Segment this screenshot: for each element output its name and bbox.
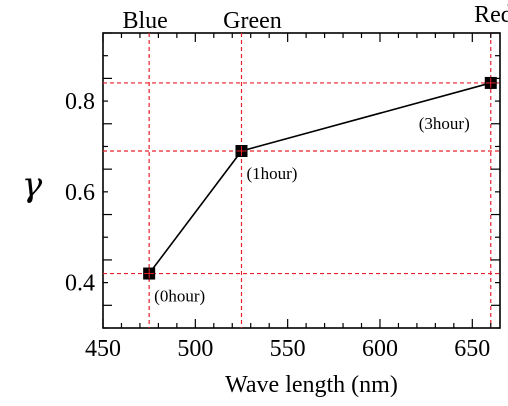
reference-lines — [103, 33, 500, 328]
color-label-blue: Blue — [122, 8, 167, 34]
series-line — [148, 82, 491, 275]
data-point-label-1: (1hour) — [246, 164, 297, 183]
x-tick-label-3: 600 — [362, 336, 398, 362]
y-tick-label-1: 0.6 — [65, 180, 95, 206]
color-label-green: Green — [223, 8, 282, 34]
axis-ticks: 450 500 550 600 650 0.4 0.6 0.8 — [65, 32, 500, 362]
x-tick-label-0: 450 — [85, 336, 121, 362]
x-axis-label: Wave length (nm) — [225, 372, 398, 398]
x-tick-label-1: 500 — [177, 336, 213, 362]
color-label-red: Red — [474, 2, 508, 28]
plot-frame — [102, 32, 501, 329]
chart-labels: Blue Green Red Wave length (nm) γ — [22, 2, 508, 398]
y-tick-label-2: 0.8 — [65, 89, 95, 115]
x-tick-label-4: 650 — [454, 336, 490, 362]
x-tick-label-2: 550 — [270, 336, 306, 362]
data-point-label-2: (3hour) — [419, 114, 470, 133]
data-series: (0hour) (1hour) (3hour) — [143, 76, 497, 306]
y-tick-label-0: 0.4 — [65, 271, 95, 297]
data-point-label-0: (0hour) — [154, 287, 205, 306]
y-axis-label: γ — [22, 165, 43, 205]
plot-border — [102, 32, 501, 329]
